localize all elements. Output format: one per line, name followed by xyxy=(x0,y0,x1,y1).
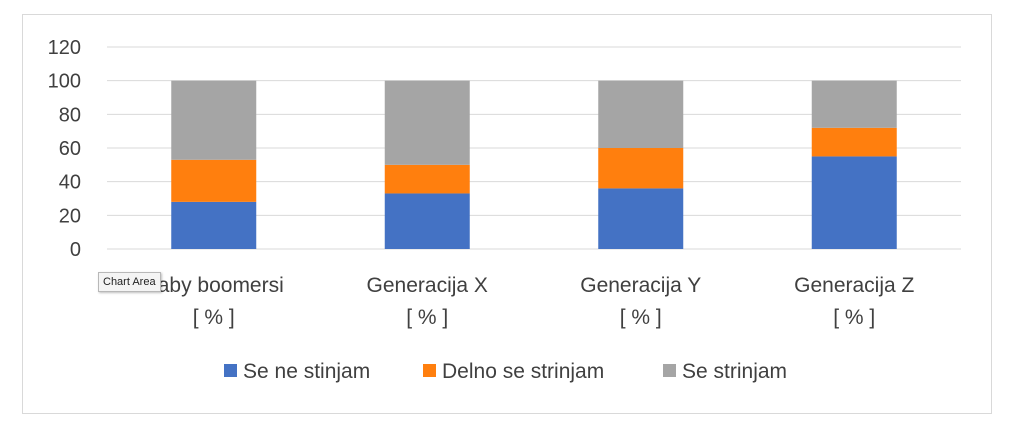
bar-2-cat-2[interactable] xyxy=(384,164,470,194)
category-label: Generacija Z xyxy=(794,274,914,297)
legend-label-2: Delno se strinjam xyxy=(442,360,604,383)
y-tick-label: 80 xyxy=(59,104,81,126)
legend-label-1: Se ne stinjam xyxy=(243,360,370,383)
bar-3-cat-2[interactable] xyxy=(384,80,470,165)
chart-area[interactable]: 0 20 40 60 80 100 120 Baby boomersi [ % ] Genera… xyxy=(22,14,992,414)
y-tick-label: 120 xyxy=(48,37,81,59)
legend-swatch-2 xyxy=(423,364,436,377)
category-unit-label: [ % ] xyxy=(620,306,662,329)
stacked-bar-chart[interactable]: 0 20 40 60 80 100 120 Baby boomersi [ % ] Genera… xyxy=(23,15,993,415)
bar-1-cat-2[interactable] xyxy=(384,193,470,249)
bar-2-cat-1[interactable] xyxy=(171,159,257,202)
category-unit-label: [ % ] xyxy=(193,306,235,329)
bar-3-cat-1[interactable] xyxy=(171,80,257,160)
category-label: Generacija X xyxy=(367,274,488,297)
bar-2-cat-3[interactable] xyxy=(598,148,684,189)
bar-3-cat-3[interactable] xyxy=(598,80,684,148)
chart-area-tooltip: Chart Area xyxy=(98,272,161,292)
y-tick-label: 100 xyxy=(48,71,81,93)
bar-1-cat-1[interactable] xyxy=(171,201,257,249)
legend: Se ne stinjam Delno se strinjam Se strinja… xyxy=(224,360,787,383)
y-tick-label: 0 xyxy=(70,239,81,261)
y-axis-ticks: 0 20 40 60 80 100 120 xyxy=(48,37,81,261)
bar-2-cat-4[interactable] xyxy=(811,127,897,157)
legend-swatch-3 xyxy=(663,364,676,377)
bars xyxy=(171,80,897,249)
bar-3-cat-4[interactable] xyxy=(811,80,897,128)
y-tick-label: 60 xyxy=(59,138,81,160)
legend-swatch-1 xyxy=(224,364,237,377)
category-unit-label: [ % ] xyxy=(406,306,448,329)
y-tick-label: 40 xyxy=(59,172,81,194)
category-unit-label: [ % ] xyxy=(833,306,875,329)
y-tick-label: 20 xyxy=(59,205,81,227)
legend-label-3: Se strinjam xyxy=(682,360,787,383)
category-label: Generacija Y xyxy=(580,274,701,297)
bar-1-cat-3[interactable] xyxy=(598,188,684,249)
category-label: Baby boomersi xyxy=(144,274,284,297)
x-axis-categories: Baby boomersi [ % ] Generacija X [ % ] Gener… xyxy=(144,274,915,329)
bar-1-cat-4[interactable] xyxy=(811,156,897,249)
